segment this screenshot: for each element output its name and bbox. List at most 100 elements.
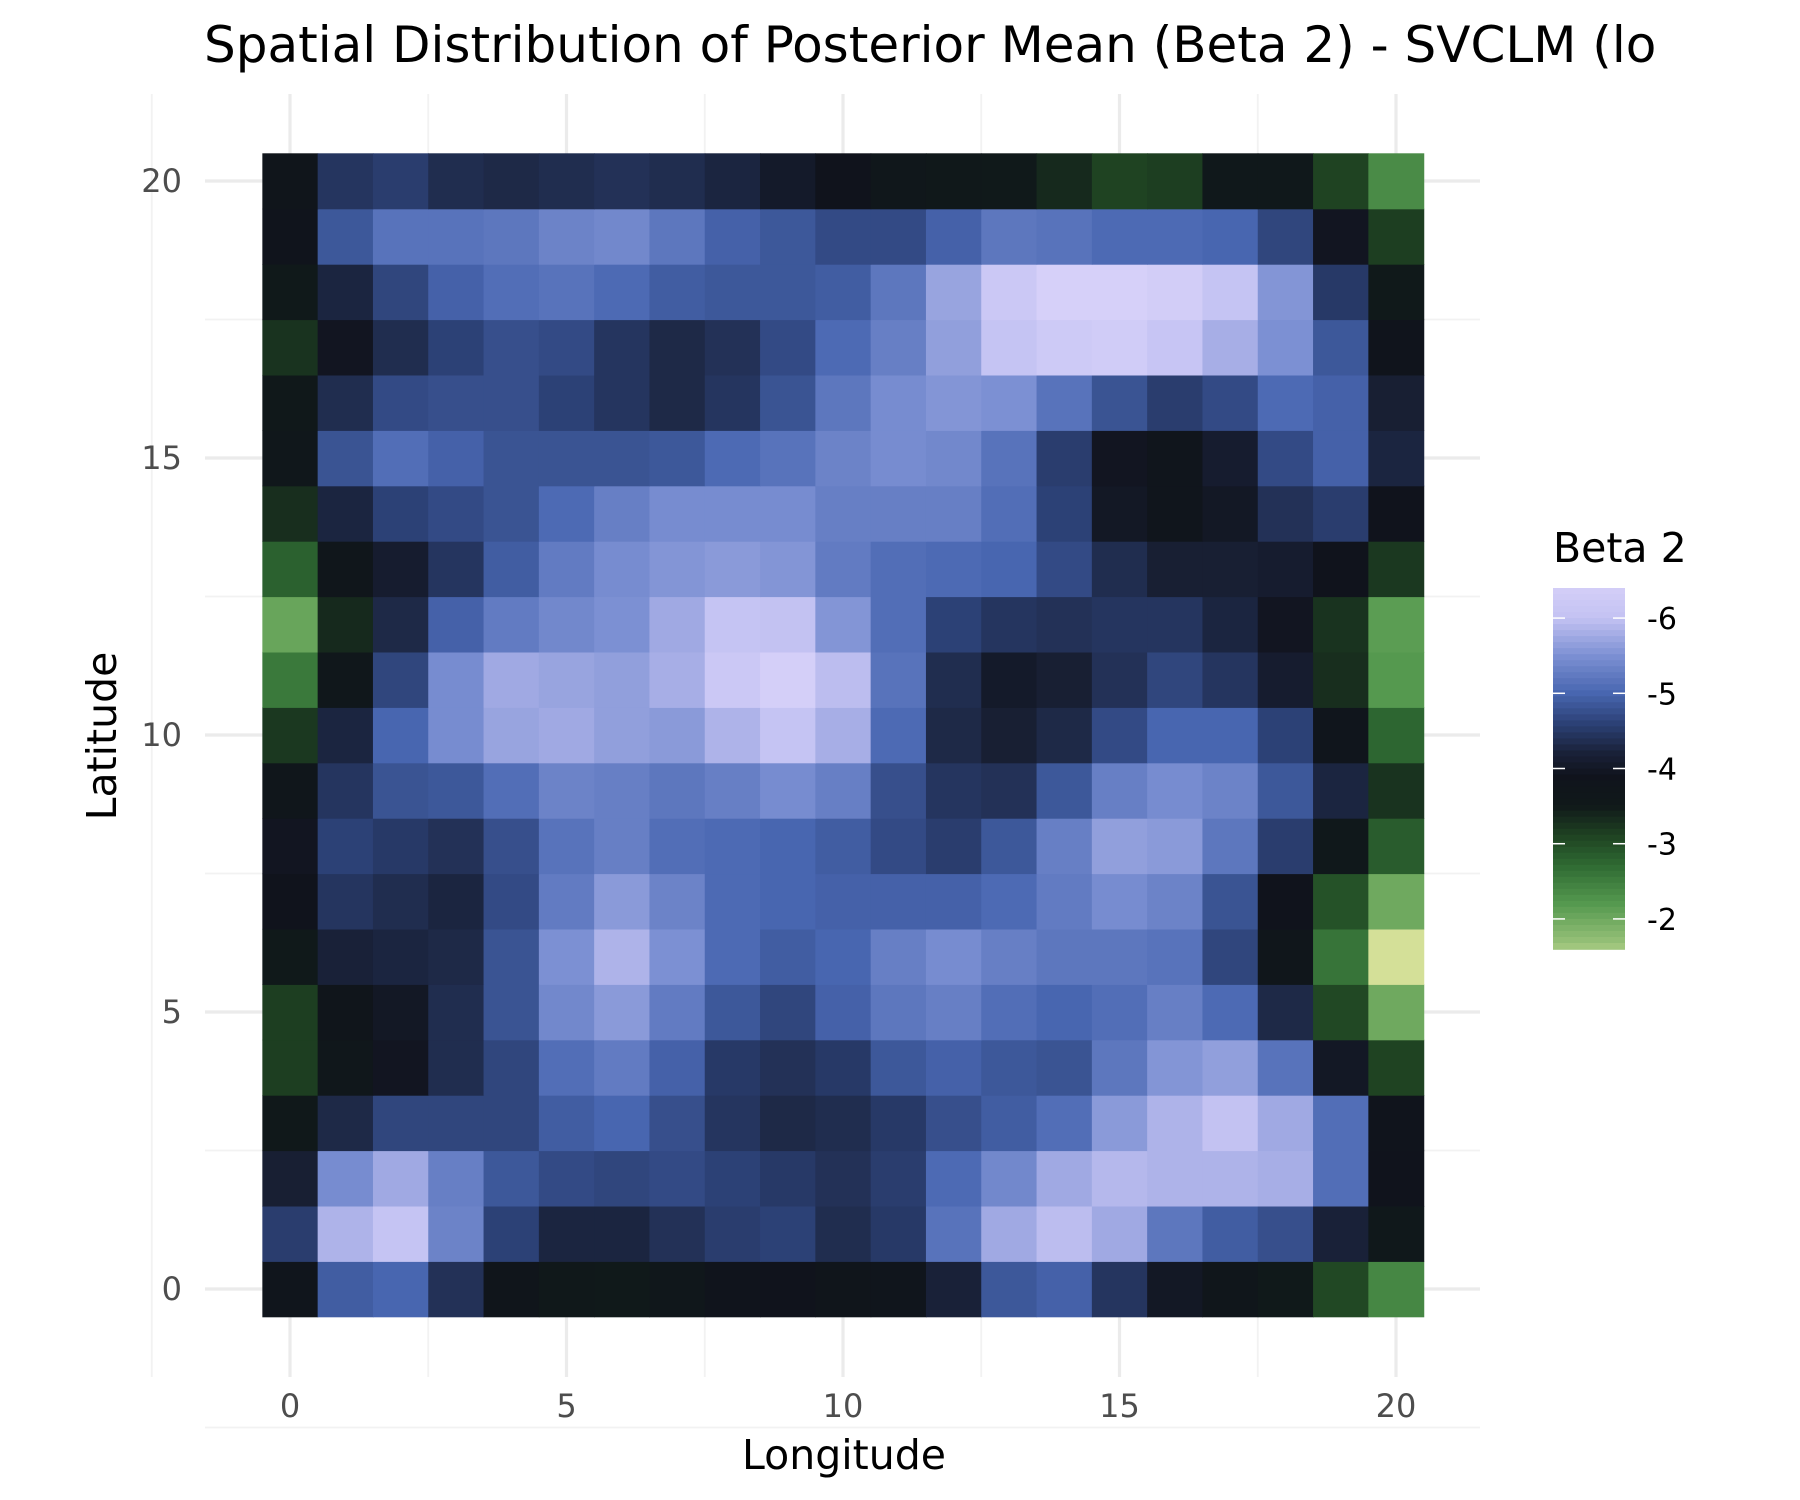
heatmap-cell [1202,319,1259,376]
heatmap-cell [372,485,429,542]
heatmap-cell [1313,485,1369,542]
heatmap-cell [925,208,982,265]
heatmap-cell [1202,153,1259,210]
heatmap-cell [317,818,374,875]
heatmap-cell [262,1039,319,1096]
heatmap-cell [317,208,374,265]
heatmap-cell [815,596,872,653]
heatmap-cell [760,430,816,487]
heatmap-cell [1091,541,1148,598]
heatmap-cell [1313,374,1369,431]
heatmap-cell [1091,818,1148,875]
heatmap-cell [649,1150,706,1207]
heatmap-cell [925,485,982,542]
heatmap-cell [372,541,429,598]
heatmap-cell [1036,707,1093,764]
heatmap-cell [372,208,429,265]
heatmap-cell [704,319,761,376]
heatmap-cell [1257,153,1314,210]
heatmap-cell [1202,818,1259,875]
heatmap-cell [483,485,540,542]
legend-color-step [1553,900,1625,908]
heatmap-cell [317,1039,374,1096]
heatmap-cell [1257,374,1314,431]
heatmap-cell [704,430,761,487]
heatmap-cell [760,651,816,708]
legend-color-step [1553,702,1625,710]
heatmap-cell [594,1039,651,1096]
legend-color-step [1553,684,1625,692]
heatmap-cell [815,762,872,819]
legend-color-step [1553,852,1625,860]
y-tick-label: 15 [141,439,182,477]
heatmap-cell [1313,319,1369,376]
heatmap-cell [704,1205,761,1262]
heatmap-cell [262,873,319,930]
heatmap-cell [1147,707,1204,764]
heatmap-cell [428,374,485,431]
heatmap-cell [538,1150,595,1207]
heatmap-cell [1091,707,1148,764]
heatmap-cell [1368,319,1425,376]
legend-label: -2 [1647,903,1677,938]
x-tick-label: 5 [556,1387,576,1425]
heatmap-cell [262,430,319,487]
heatmap-cell [760,596,816,653]
heatmap-cell [1368,873,1425,930]
heatmap-cell [372,818,429,875]
heatmap-cell [815,1150,872,1207]
heatmap-cell [1147,319,1204,376]
legend-color-step [1553,918,1625,926]
heatmap-cell [649,208,706,265]
legend-color-step [1553,588,1625,595]
heatmap-cell [428,430,485,487]
heatmap-cell [317,1150,374,1207]
heatmap-cell [1368,208,1425,265]
heatmap-cell [815,485,872,542]
heatmap-cell [704,1095,761,1152]
heatmap-cell [428,319,485,376]
heatmap-cell [594,153,651,210]
heatmap-cell [428,1205,485,1262]
heatmap-cell [981,1039,1038,1096]
heatmap-cell [704,651,761,708]
heatmap-cell [1202,1095,1259,1152]
heatmap-cell [483,596,540,653]
heatmap-cell [1313,208,1369,265]
heatmap-cell [428,1095,485,1152]
heatmap-cell [538,762,595,819]
heatmap-cell [1257,1205,1314,1262]
heatmap-cell [1368,762,1425,819]
heatmap-cell [815,1261,872,1318]
heatmap-cell [483,984,540,1041]
heatmap-cell [981,541,1038,598]
heatmap-cell [594,319,651,376]
heatmap-cell [649,264,706,321]
legend-color-step [1553,678,1625,686]
heatmap-cell [372,1205,429,1262]
legend-color-step [1553,876,1625,884]
heatmap-cell [925,651,982,708]
heatmap-cell [538,1039,595,1096]
heatmap-cell [1036,208,1093,265]
heatmap-cell [372,264,429,321]
heatmap-cell [262,818,319,875]
heatmap-cell [1313,264,1369,321]
heatmap-cell [1368,651,1425,708]
heatmap-cell [981,928,1038,985]
heatmap-cell [1202,762,1259,819]
heatmap-cell [815,430,872,487]
legend-title: Beta 2 [1553,524,1687,572]
heatmap-cell [925,541,982,598]
heatmap-cell [760,319,816,376]
legend-color-step [1553,744,1625,752]
heatmap-cell [483,374,540,431]
heatmap-cell [1368,153,1425,210]
heatmap-cell [428,596,485,653]
legend-color-step [1553,906,1625,914]
legend-color-step [1553,870,1625,878]
legend-color-step [1553,762,1625,770]
heatmap-cell [1147,541,1204,598]
heatmap-cell [428,1261,485,1318]
heatmap-cell [870,928,927,985]
